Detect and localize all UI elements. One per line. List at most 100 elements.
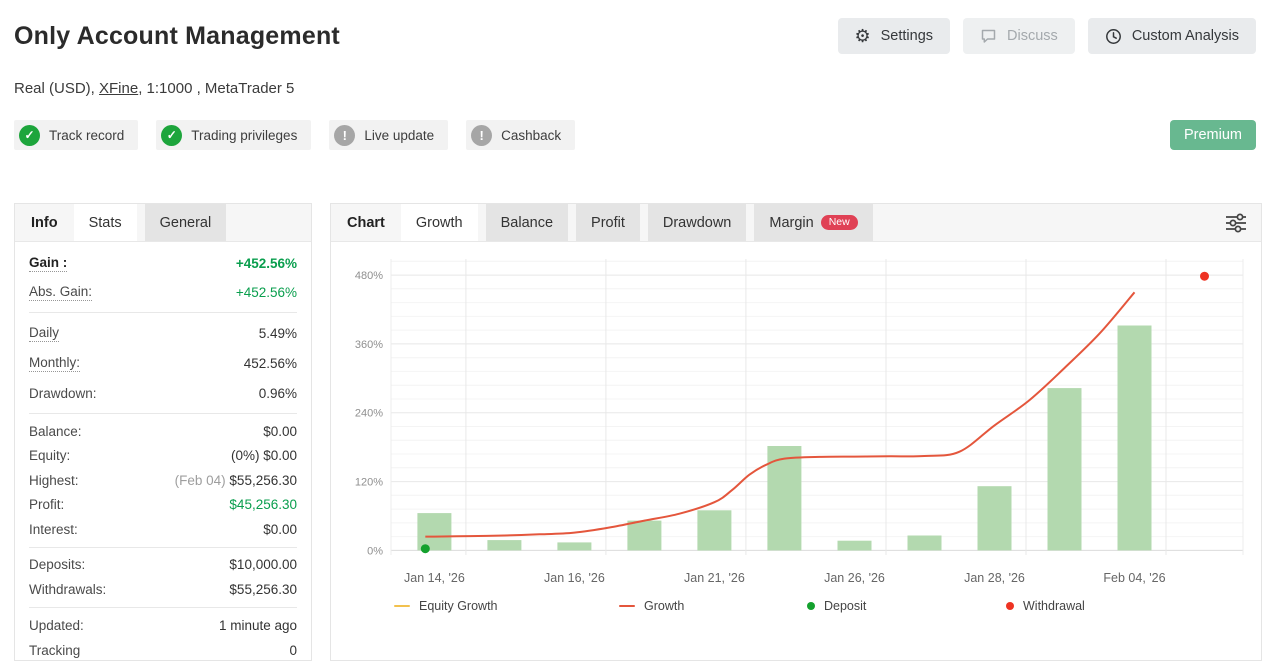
stat-row: Abs. Gain: +452.56% <box>29 278 297 307</box>
tab-growth[interactable]: Growth <box>400 204 478 241</box>
stat-label: Abs. Gain: <box>29 284 93 301</box>
growth-bar <box>487 540 522 551</box>
growth-bar <box>557 542 592 551</box>
legend-equity-growth[interactable]: Equity Growth <box>394 599 498 613</box>
account-platform-text: , 1:1000 , MetaTrader 5 <box>138 80 295 97</box>
badge-live-update[interactable]: ! Live update <box>329 120 449 150</box>
badge-row: ✓ Track record ✓ Trading privileges! Live up… <box>14 120 1256 150</box>
legend-withdrawal[interactable]: Withdrawal <box>1006 599 1085 613</box>
divider <box>29 413 297 414</box>
stat-label: Balance: <box>29 423 82 439</box>
stat-label: Withdrawals: <box>29 581 107 597</box>
legend-label: Withdrawal <box>1023 599 1085 613</box>
tab-label: Profit <box>591 214 625 231</box>
main: Info Stats General Gain : +452.56% Abs. Gain… <box>0 203 1280 661</box>
growth-bar <box>1047 388 1082 551</box>
badge-label: Trading privileges <box>191 127 298 143</box>
tab-label: Balance <box>500 214 554 231</box>
check-icon: ✓ <box>19 124 40 146</box>
exclamation-icon: ! <box>334 124 356 146</box>
stat-row: Balance: $0.00 <box>29 419 297 444</box>
y-axis-tick: 360% <box>355 339 383 351</box>
info-panel: Info Stats General Gain : +452.56% Abs. Gain… <box>14 203 312 661</box>
stat-value: $10,000.00 <box>229 557 297 573</box>
stat-row: Profit: $45,256.30 <box>29 493 297 518</box>
stat-row: Equity: (0%) $0.00 <box>29 444 297 469</box>
tab-profit[interactable]: Profit <box>576 204 640 241</box>
button-label: Settings <box>880 28 934 44</box>
discuss-button[interactable]: Discuss <box>963 18 1075 54</box>
legend-dot-swatch <box>807 602 815 610</box>
info-tabbar: Info Stats General <box>15 204 311 242</box>
stat-value: $45,256.30 <box>229 497 297 513</box>
chart-panel: Chart Growth Balance Profit Drawdown Margin Ne… <box>330 203 1262 661</box>
x-axis-tick: Feb 04, '26 <box>1103 571 1165 585</box>
chart-tabbar: Chart Growth Balance Profit Drawdown Margin Ne… <box>331 204 1261 242</box>
stat-label: Highest: <box>29 472 79 488</box>
badge-trading-privileges[interactable]: ✓ Trading privileges <box>156 120 312 150</box>
stat-label: Equity: <box>29 448 71 464</box>
stat-row: Deposits: $10,000.00 <box>29 553 297 578</box>
stat-row: Updated: 1 minute ago <box>29 613 297 638</box>
legend-dot-swatch <box>1006 602 1014 610</box>
stat-label: Deposits: <box>29 557 86 573</box>
legend-label: Growth <box>644 599 685 613</box>
withdrawal-marker <box>1200 271 1209 281</box>
account-type-text: Real (USD), <box>14 80 100 97</box>
premium-button[interactable]: Premium <box>1170 120 1256 150</box>
badge-track-record[interactable]: ✓ Track record <box>14 120 139 150</box>
stat-row: Interest: $0.00 <box>29 517 297 542</box>
stat-value: +452.56% <box>235 256 297 271</box>
growth-bar <box>627 520 662 551</box>
broker-link[interactable]: XFine <box>99 80 139 97</box>
stat-value: (0%) $0.00 <box>230 448 297 464</box>
stat-value: 452.56% <box>243 355 297 371</box>
growth-bar <box>977 486 1012 551</box>
custom-analysis-button[interactable]: Custom Analysis <box>1087 18 1256 54</box>
y-axis-tick: 120% <box>355 477 383 489</box>
divider <box>29 546 297 548</box>
account-subtitle: Real (USD), XFine, 1:1000 , MetaTrader 5 <box>14 80 1256 97</box>
stats-body: Gain : +452.56% Abs. Gain: +452.56% Daily 5.4… <box>15 242 311 660</box>
growth-bar <box>767 446 802 551</box>
button-label: Custom Analysis <box>1131 28 1239 44</box>
stat-row: Highest: (Feb 04) $55,256.30 <box>29 468 297 493</box>
badge-cashback[interactable]: ! Cashback <box>466 120 576 150</box>
legend-growth[interactable]: Growth <box>619 599 684 613</box>
tab-general[interactable]: General <box>144 204 227 241</box>
settings-button[interactable]: ⚙ Settings <box>837 18 951 54</box>
stat-label: Daily <box>29 324 60 342</box>
y-axis-tick: 0% <box>367 545 383 557</box>
x-axis-tick: Jan 21, '26 <box>684 571 745 585</box>
tab-label: Info <box>31 214 58 231</box>
tab-stats[interactable]: Stats <box>73 204 137 241</box>
x-axis-tick: Jan 26, '26 <box>824 571 885 585</box>
tab-chart[interactable]: Chart <box>331 204 401 241</box>
legend-label: Equity Growth <box>419 599 498 613</box>
stat-value: $0.00 <box>263 521 297 537</box>
tab-info[interactable]: Info <box>15 204 74 241</box>
stat-value: $0.00 <box>263 423 297 439</box>
tab-margin[interactable]: Margin New <box>754 204 873 241</box>
tab-balance[interactable]: Balance <box>485 204 569 241</box>
gear-icon: ⚙ <box>854 26 871 46</box>
clock-icon <box>1105 28 1121 44</box>
stat-group: Balance: $0.00 Equity: (0%) $0.00 Highest: (F… <box>29 419 297 542</box>
verification-badges: ✓ Track record ✓ Trading privileges! Live up… <box>14 120 1256 150</box>
legend-label: Deposit <box>824 599 867 613</box>
growth-bar <box>417 513 452 551</box>
chart-filter-icon[interactable] <box>1223 212 1249 234</box>
tab-drawdown[interactable]: Drawdown <box>647 204 747 241</box>
button-label: Discuss <box>1007 28 1058 44</box>
tab-label: Chart <box>347 214 385 231</box>
y-axis-tick: 480% <box>355 270 383 282</box>
growth-bar <box>907 535 942 551</box>
legend-deposit[interactable]: Deposit <box>807 599 866 613</box>
stat-row: Withdrawals: $55,256.30 <box>29 577 297 602</box>
deposit-marker <box>420 544 430 554</box>
growth-line <box>425 291 1136 538</box>
stat-row: Daily 5.49% <box>29 318 297 348</box>
stat-value: (Feb 04) $55,256.30 <box>174 472 297 488</box>
page-title: Only Account Management <box>14 22 340 50</box>
